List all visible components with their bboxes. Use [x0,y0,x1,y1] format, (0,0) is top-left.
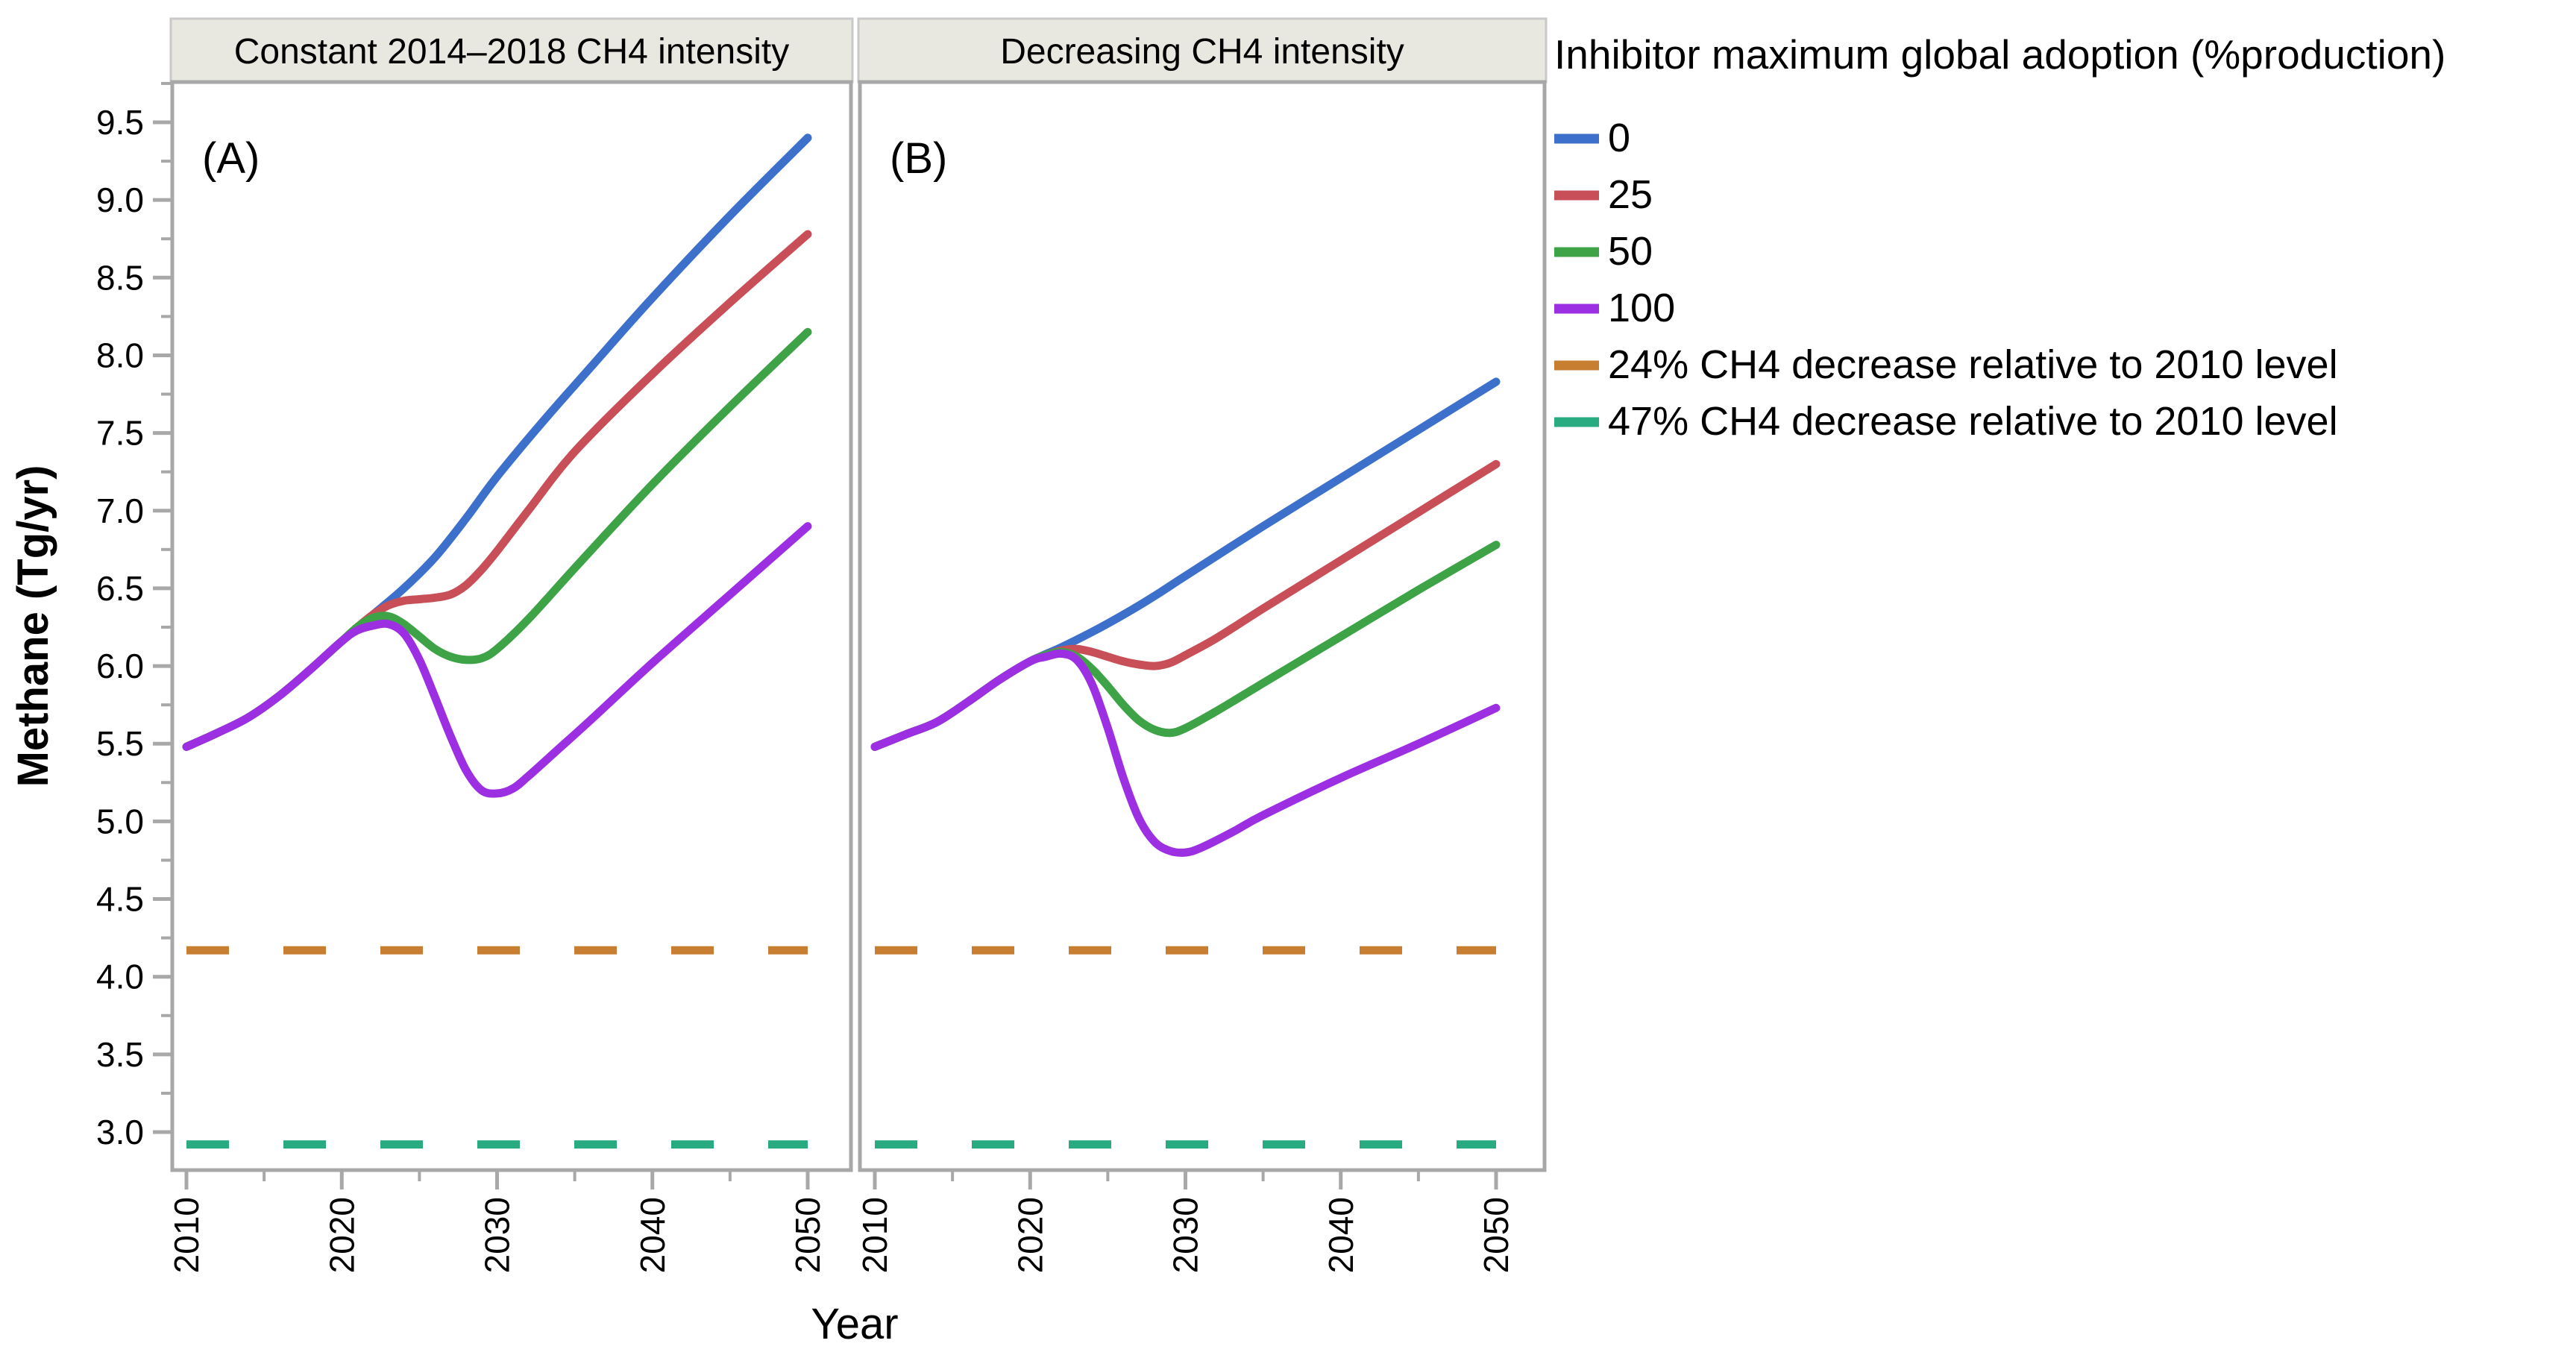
series-line-adoption-100 [182,522,812,798]
x-tick-label: 2010 [855,1197,894,1273]
y-tick-label: 8.0 [96,336,144,374]
x-tick-label: 2050 [788,1197,827,1273]
x-tick-label: 2020 [322,1197,361,1273]
legend-item-label: 47% CH4 decrease relative to 2010 level [1608,399,2338,444]
facet-header [857,17,1548,84]
panel-border [858,80,1547,1172]
x-tick-label: 2040 [1322,1197,1360,1273]
y-tick-label: 8.5 [96,258,144,297]
facet-header-label: Decreasing CH4 intensity [1000,32,1404,72]
y-tick-label: 5.5 [96,724,144,763]
y-tick-label: 7.0 [96,491,144,530]
y-tick-label: 4.0 [96,958,144,996]
legend-item-label: 50 [1608,229,1653,274]
panel-border [170,80,853,1172]
panel-a: Constant 2014–2018 CH4 intensity 2010 2020… [96,17,854,1273]
x-axis-title: Year [811,1300,898,1348]
x-axis-ticks: 2010 2020 2030 2040 2050 [167,1170,827,1273]
y-tick-label: 7.5 [96,414,144,453]
legend: Inhibitor maximum global adoption (%prod… [1554,31,2445,444]
legend-item: 47% CH4 decrease relative to 2010 level [1554,399,2338,444]
legend-item: 0 [1554,116,1630,160]
y-tick-label: 6.0 [96,647,144,685]
legend-item: 100 [1554,286,1675,330]
x-axis-ticks: 2010 2020 2030 2040 2050 [855,1170,1515,1273]
y-tick-label: 5.0 [96,802,144,840]
legend-item-label: 100 [1608,286,1675,330]
y-tick-label: 3.5 [96,1035,144,1074]
x-tick-label: 2050 [1477,1197,1515,1273]
legend-item-label: 0 [1608,116,1630,160]
y-axis-ticks: 3.0 3.5 4.0 4.5 5.0 5.5 6.0 6.5 7.0 7.5 8.0 8.5 9.0 9… [96,81,172,1151]
series-line-adoption-100 [870,649,1501,857]
y-tick-label: 4.5 [96,880,144,919]
legend-item: 50 [1554,229,1653,274]
y-tick-label: 6.5 [96,569,144,608]
y-tick-label: 3.0 [96,1113,144,1151]
panel-tag: (B) [890,134,947,183]
legend-item-label: 24% CH4 decrease relative to 2010 level [1608,342,2338,387]
legend-title: Inhibitor maximum global adoption (%prod… [1554,31,2445,78]
y-tick-label: 9.5 [96,103,144,142]
legend-item: 25 [1554,172,1653,217]
facet-header-label: Constant 2014–2018 CH4 intensity [234,32,790,72]
x-tick-label: 2040 [633,1197,672,1273]
x-tick-label: 2020 [1011,1197,1049,1273]
x-tick-label: 2030 [478,1197,517,1273]
x-tick-label: 2010 [167,1197,206,1273]
x-tick-label: 2030 [1166,1197,1205,1273]
panel-b: Decreasing CH4 intensity 2010 2020 2030 2040… [855,17,1548,1273]
panel-tag: (A) [202,134,260,183]
y-axis-title: Methane (Tg/yr) [9,465,57,788]
legend-item-label: 25 [1608,172,1653,217]
legend-item: 24% CH4 decrease relative to 2010 level [1554,342,2338,387]
facet-header [169,17,854,84]
y-tick-label: 9.0 [96,180,144,219]
